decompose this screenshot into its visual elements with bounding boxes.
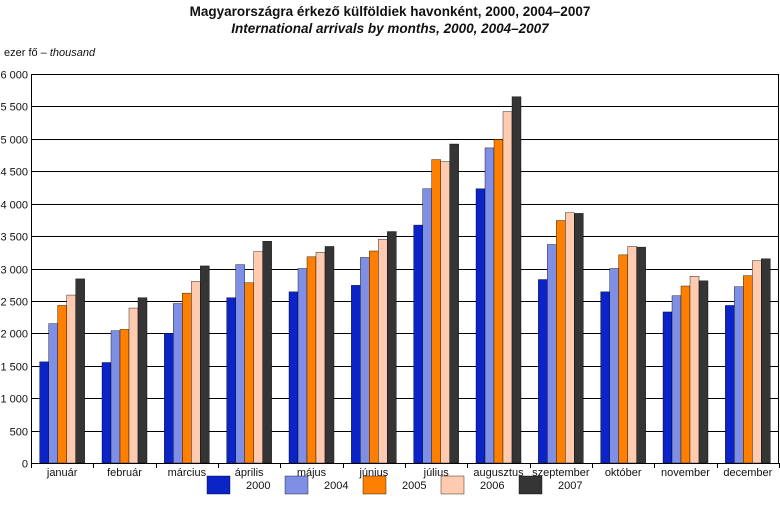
bar: [182, 292, 192, 464]
bar: [761, 258, 771, 464]
bar: [449, 143, 459, 464]
x-tick-label: december: [723, 467, 772, 479]
y-tick-label: 4 000: [0, 200, 28, 212]
x-tick-label: március: [168, 467, 207, 479]
y-tick-label: 3 000: [0, 265, 28, 277]
bar: [502, 111, 513, 464]
legend-swatch: [440, 475, 465, 495]
legend-swatch: [518, 475, 543, 495]
y-tick-label: 2 000: [0, 329, 28, 341]
bar: [689, 276, 700, 464]
legend-label: 2004: [324, 480, 348, 492]
y-tick-label: 3 500: [0, 232, 28, 244]
bar: [574, 213, 584, 464]
bar: [422, 188, 432, 464]
bar: [235, 264, 245, 464]
unit-en: thousand: [49, 47, 96, 59]
bar: [387, 231, 397, 464]
chart-subtitle: International arrivals by months, 2000, …: [231, 21, 549, 36]
y-tick-label: 5 000: [0, 135, 28, 147]
legend-label: 2000: [246, 480, 270, 492]
bar: [57, 305, 67, 464]
y-tick-label: 2 500: [0, 297, 28, 309]
bar: [360, 257, 370, 464]
bar: [618, 254, 628, 464]
y-tick-label: 4 500: [0, 167, 28, 179]
bar: [484, 147, 495, 464]
x-tick-label: április: [235, 467, 264, 479]
y-tick-label: 1 000: [0, 394, 28, 406]
bar: [511, 96, 522, 464]
bar: [725, 305, 735, 464]
legend-label: 2007: [558, 480, 582, 492]
bar: [413, 224, 423, 464]
x-tick-label: január: [46, 467, 78, 479]
bar: [48, 323, 58, 464]
y-axis-unit-label: ezer fő – thousand: [4, 47, 95, 59]
bar: [75, 278, 85, 464]
bar: [752, 260, 762, 464]
x-tick-label: november: [661, 467, 710, 479]
bar: [66, 294, 76, 464]
bar: [324, 246, 335, 464]
bar: [262, 241, 272, 464]
y-tick-label: 5 500: [0, 102, 28, 114]
bar: [475, 188, 486, 464]
bar: [671, 295, 682, 464]
legend-label: 2006: [480, 480, 504, 492]
bar: [556, 220, 566, 464]
bar: [680, 285, 691, 464]
bar: [538, 279, 548, 464]
bar: [110, 330, 121, 464]
bar: [378, 239, 388, 464]
legend-label: 2005: [402, 480, 426, 492]
bar: [226, 297, 236, 464]
bar: [137, 297, 148, 464]
bar: [351, 285, 361, 464]
y-tick-label: 0: [22, 459, 28, 471]
bar: [565, 212, 575, 464]
bar: [547, 244, 557, 464]
bar: [431, 159, 441, 464]
bar: [306, 256, 317, 464]
bar: [128, 307, 139, 464]
y-tick-label: 1 500: [0, 362, 28, 374]
bar: [164, 333, 174, 464]
bar: [101, 362, 112, 464]
bar: [253, 251, 263, 464]
y-tick-label: 500: [10, 427, 28, 439]
bar: [743, 275, 753, 464]
bar: [39, 361, 49, 464]
chart-title: Magyarországra érkező külföldiek havonké…: [189, 4, 591, 19]
bar: [627, 246, 637, 464]
legend-swatch: [284, 475, 309, 495]
bar: [244, 282, 254, 464]
bar: [369, 250, 379, 464]
legend-swatch: [206, 475, 231, 495]
bar: [297, 268, 308, 464]
bar: [698, 280, 709, 464]
bar: [200, 265, 210, 464]
y-tick-label: 6 000: [0, 70, 28, 82]
x-tick-label: február: [107, 467, 142, 479]
legend-swatch: [362, 475, 387, 495]
bar: [119, 329, 130, 464]
bar: [493, 139, 504, 464]
bar: [609, 268, 619, 464]
chart-title-block: Magyarországra érkező külföldiek havonké…: [0, 3, 780, 37]
x-tick-label: szeptember: [532, 467, 590, 479]
x-tick-label: október: [605, 467, 642, 479]
bar: [288, 291, 299, 464]
bar: [636, 246, 646, 464]
bar: [440, 161, 450, 464]
bar: [662, 311, 673, 464]
bar: [734, 286, 744, 464]
x-tick-label: augusztus: [473, 467, 524, 479]
unit-hu: ezer fő –: [4, 47, 47, 59]
bar: [173, 303, 183, 464]
bar: [315, 252, 326, 464]
bar: [600, 291, 610, 464]
bar: [191, 281, 201, 464]
